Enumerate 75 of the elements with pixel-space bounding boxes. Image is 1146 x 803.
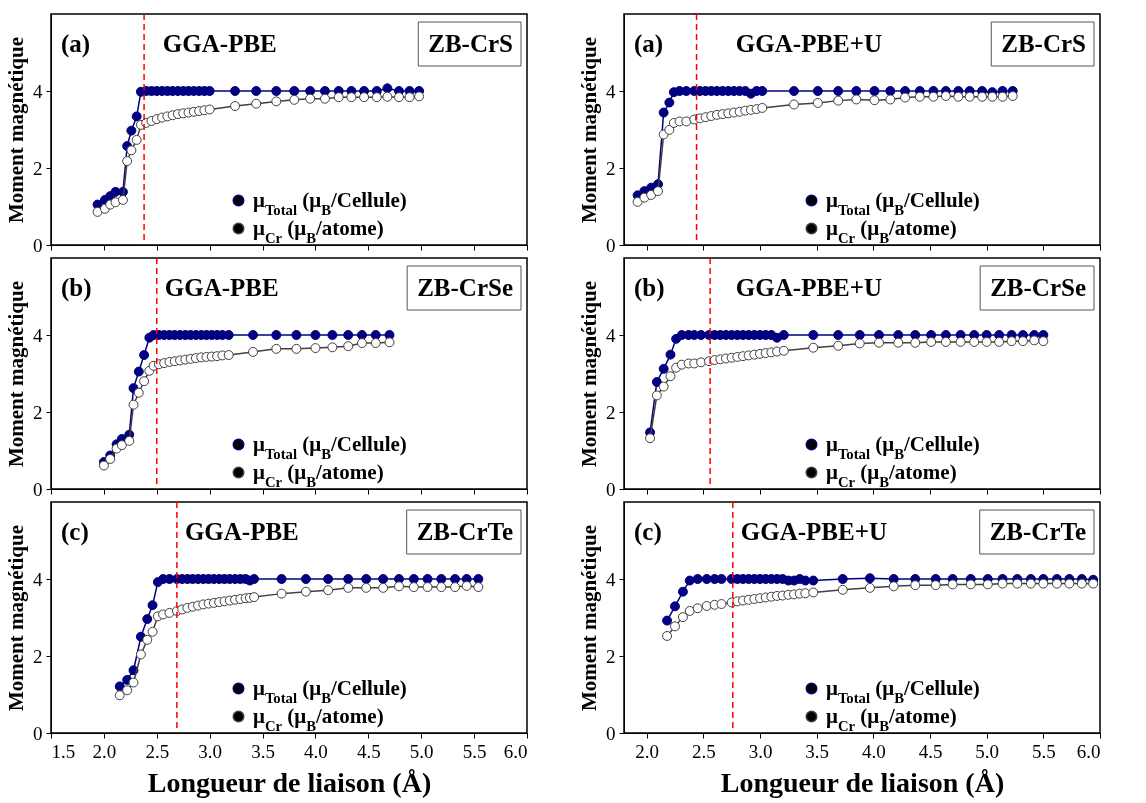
x-tick-label: 3.0 bbox=[198, 740, 223, 762]
annotation: ZB-CrTe bbox=[989, 518, 1086, 545]
x-tick-label: 6.0 bbox=[503, 740, 528, 762]
x-tick-label: 1.5 bbox=[51, 740, 76, 762]
y-tick-label: 4 bbox=[33, 568, 43, 590]
y-tick-label: 0 bbox=[33, 234, 43, 256]
x-tick-label: 3.5 bbox=[805, 740, 830, 762]
y-axis-title: Moment magnétique bbox=[4, 36, 28, 224]
legend-label: μ$_{Total}$ (μ$_{B}$/Cellule) bbox=[253, 431, 407, 462]
y-tick-label: 2 bbox=[606, 645, 616, 667]
y-tick-label: 4 bbox=[606, 80, 616, 102]
annotation: GGA-PBE+U bbox=[735, 274, 883, 301]
x-tick-label: 3.5 bbox=[251, 740, 275, 762]
annotation: ZB-CrSe bbox=[990, 274, 1086, 301]
x-tick-label: 2.5 bbox=[145, 740, 170, 762]
x-tick-label: 5.0 bbox=[409, 740, 434, 762]
y-axis-title: Moment magnétique bbox=[577, 280, 601, 468]
x-tick-label: 3.0 bbox=[748, 740, 773, 762]
legend-label: μ$_{Total}$ (μ$_{B}$/Cellule) bbox=[826, 675, 980, 706]
y-tick-label: 2 bbox=[606, 401, 616, 423]
annotation: ZB-CrS bbox=[428, 30, 513, 57]
legend-label: μ$_{Cr}$ (μ$_{B}$/atome) bbox=[826, 459, 957, 490]
y-tick-label: 4 bbox=[33, 324, 43, 346]
annotation: GGA-PBE+U bbox=[735, 30, 883, 57]
annotation: GGA-PBE bbox=[164, 274, 279, 301]
legend-label: μ$_{Cr}$ (μ$_{B}$/atome) bbox=[253, 459, 384, 490]
legend-label: μ$_{Cr}$ (μ$_{B}$/atome) bbox=[826, 703, 957, 734]
legend-label: μ$_{Total}$ (μ$_{B}$/Cellule) bbox=[253, 675, 407, 706]
annotation: GGA-PBE bbox=[162, 30, 277, 57]
legend-label: μ$_{Total}$ (μ$_{B}$/Cellule) bbox=[253, 187, 407, 218]
x-tick-label: 2.5 bbox=[691, 740, 716, 762]
y-axis-title: Moment magnétique bbox=[4, 524, 28, 712]
annotation: (c) bbox=[61, 518, 89, 546]
annotation: (b) bbox=[61, 274, 92, 302]
x-tick-label: 2.0 bbox=[635, 740, 660, 762]
y-tick-label: 4 bbox=[606, 324, 616, 346]
y-tick-label: 0 bbox=[33, 478, 43, 500]
y-axis-title: Moment magnétique bbox=[4, 280, 28, 468]
y-tick-label: 0 bbox=[606, 722, 616, 744]
y-tick-label: 2 bbox=[33, 401, 43, 423]
y-tick-label: 4 bbox=[606, 568, 616, 590]
y-tick-label: 2 bbox=[606, 157, 616, 179]
annotation: ZB-CrTe bbox=[416, 518, 513, 545]
legend-label: μ$_{Cr}$ (μ$_{B}$/atome) bbox=[826, 215, 957, 246]
x-tick-label: 5.5 bbox=[462, 740, 487, 762]
annotation: GGA-PBE bbox=[184, 518, 299, 545]
x-axis-title: Longueur de liaison (Å) bbox=[147, 766, 432, 798]
x-tick-label: 4.0 bbox=[304, 740, 328, 762]
x-tick-label: 4.0 bbox=[861, 740, 886, 762]
y-tick-label: 0 bbox=[33, 722, 43, 744]
y-axis-title: Moment magnétique bbox=[577, 36, 601, 224]
x-tick-label: 4.5 bbox=[918, 740, 943, 762]
y-tick-label: 4 bbox=[33, 80, 43, 102]
y-tick-label: 2 bbox=[33, 157, 43, 179]
legend-label: μ$_{Total}$ (μ$_{B}$/Cellule) bbox=[826, 187, 980, 218]
x-axis-title: Longueur de liaison (Å) bbox=[720, 766, 1005, 798]
annotation: ZB-CrSe bbox=[417, 274, 513, 301]
annotation: ZB-CrS bbox=[1001, 30, 1086, 57]
annotation: (c) bbox=[634, 518, 662, 546]
x-tick-label: 5.0 bbox=[975, 740, 1000, 762]
x-tick-label: 6.0 bbox=[1076, 740, 1101, 762]
y-tick-label: 0 bbox=[606, 478, 616, 500]
y-tick-label: 2 bbox=[33, 645, 43, 667]
annotation: GGA-PBE+U bbox=[740, 518, 887, 545]
y-tick-label: 0 bbox=[606, 234, 616, 256]
annotation: (b) bbox=[634, 274, 665, 302]
x-tick-label: 2.0 bbox=[92, 740, 117, 762]
annotation: (a) bbox=[634, 30, 664, 58]
legend-label: μ$_{Cr}$ (μ$_{B}$/atome) bbox=[253, 703, 384, 734]
x-tick-label: 4.5 bbox=[356, 740, 381, 762]
y-axis-title: Moment magnétique bbox=[577, 524, 601, 712]
legend-label: μ$_{Total}$ (μ$_{B}$/Cellule) bbox=[826, 431, 980, 462]
x-tick-label: 5.5 bbox=[1031, 740, 1056, 762]
legend-label: μ$_{Cr}$ (μ$_{B}$/atome) bbox=[253, 215, 384, 246]
annotation: (a) bbox=[61, 30, 91, 58]
